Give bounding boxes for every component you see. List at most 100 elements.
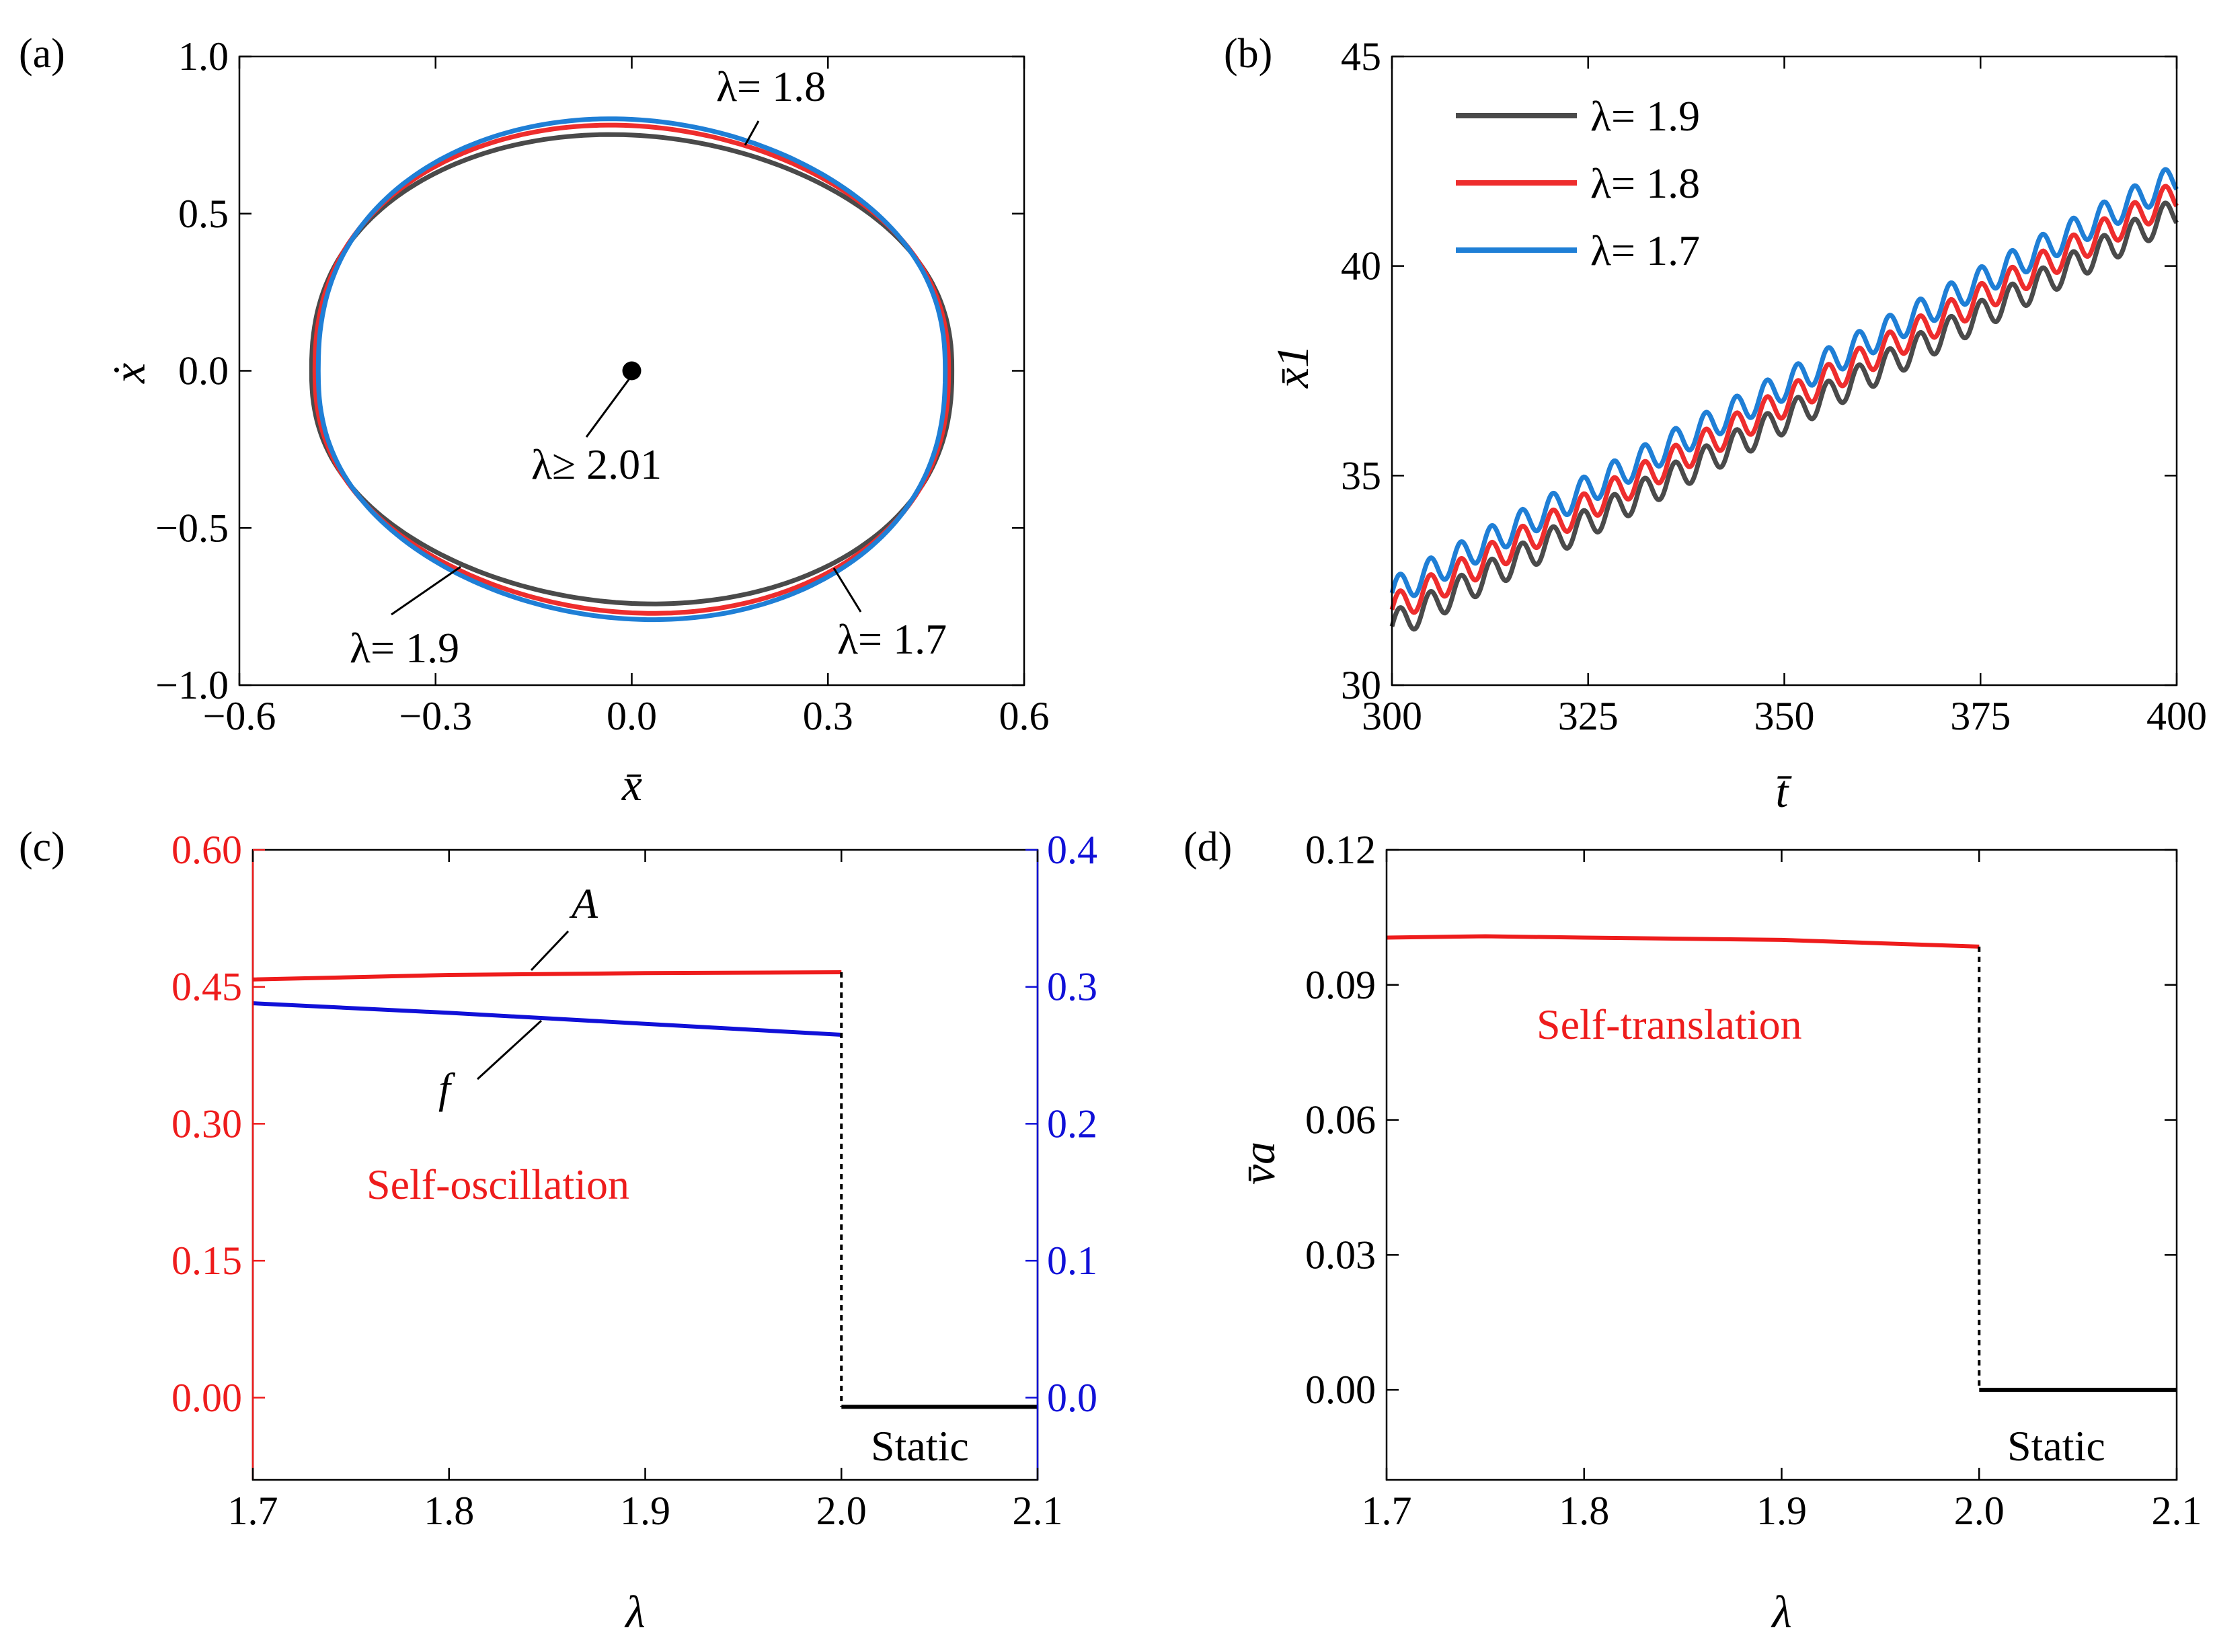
x-tick-label: 375 [1950,694,2011,738]
panel-a-ylabel: ẋ [104,363,155,384]
annot-c-A: A [569,879,598,927]
y-tick-label: 0.00 [171,1376,242,1420]
y2-tick-label: 0.2 [1047,1101,1097,1146]
y-tick-label: 0.30 [171,1101,242,1146]
annot-line-a-1-8 [744,120,760,146]
panel-d-xlabel: λ [1771,1586,1791,1637]
x-tick-label: 2.1 [1013,1489,1063,1533]
panel-c-series [252,970,1038,1409]
y-tick-label: 1.0 [178,34,229,79]
series-line-18 [312,122,952,616]
panel-b-legend: λ= 1.9 λ= 1.8 λ= 1.7 [1456,92,1700,274]
annot-a-lambda-1-7: λ= 1.7 [837,615,947,663]
x-tick-label: 2.0 [816,1489,867,1533]
y-tick-label: 0.12 [1305,828,1376,872]
x-tick-label: 400 [2146,694,2207,738]
series-line [1389,200,2179,632]
x-tick-label: −0.6 [203,694,276,738]
annot-a-lambda-1-8: λ= 1.8 [716,63,826,110]
x-tick-label: 0.0 [607,694,657,738]
panel-c: (c) 1.7 1.8 1.9 2.0 2.1 0.00 0.15 0.30 0.45 0.60… [19,824,1097,1637]
annot-line-a-1-9 [391,565,461,616]
series-line-17 [315,116,948,623]
x-tick-label: −0.3 [399,694,472,738]
panel-b-xticks: 300 325 350 375 400 [1362,56,2207,738]
y2-tick-label: 0.4 [1047,828,1097,872]
panel-a-series [309,116,955,623]
panel-b-ylabel: x̄1 [1267,345,1318,389]
y2-tick-label: 0.0 [1047,1376,1097,1420]
series-line [1389,167,2179,598]
x-tick-label: 1.9 [1756,1489,1807,1533]
y-tick-label: 0.15 [171,1238,242,1283]
x-tick-label: 300 [1362,694,1422,738]
x-tick-label: 1.7 [228,1489,278,1533]
x-tick-label: 1.8 [1559,1489,1609,1533]
panel-c-xlabel: λ [624,1586,645,1637]
y2-tick-label: 0.3 [1047,965,1097,1009]
y-tick-label: 0.06 [1305,1098,1376,1142]
y-tick-label: 45 [1341,34,1381,79]
panel-d-series [1386,934,2177,1392]
annot-line-a-1-7 [832,567,862,613]
y-tick-label: 35 [1341,453,1381,498]
panel-b-label: (b) [1224,31,1272,77]
legend-label: λ= 1.9 [1590,92,1700,140]
panel-b-xlabel: t̄ [1776,766,1793,817]
annot-line-c-A [530,930,570,972]
panel-d: (d) 1.7 1.8 1.9 2.0 2.1 0.00 0.03 0.06 0.09 0.12… [1183,824,2202,1637]
y-tick-label: 0.5 [178,192,229,236]
x-tick-label: 0.3 [803,694,853,738]
annot-c-f: f [438,1064,456,1112]
x-tick-label: 1.7 [1362,1489,1412,1533]
y-tick-label: 0.0 [178,349,229,393]
y-tick-label: 40 [1341,244,1381,288]
y-tick-label: 0.09 [1305,963,1376,1007]
annot-c-self-oscillation: Self-oscillation [366,1161,629,1208]
panel-c-label: (c) [19,824,65,870]
panel-c-xticks: 1.7 1.8 1.9 2.0 2.1 [228,850,1063,1533]
x-tick-label: 1.8 [424,1489,474,1533]
panel-c-yticks: 0.00 0.15 0.30 0.45 0.60 [171,828,265,1420]
y2-tick-label: 0.1 [1047,1238,1097,1283]
x-tick-label: 0.6 [999,694,1050,738]
series-line [1386,934,1980,949]
panel-b: (b) 300 325 350 375 400 30 35 40 45 t̄ x̄1 λ= 1… [1224,31,2207,817]
legend-label: λ= 1.8 [1590,159,1700,207]
panel-d-yticks: 0.00 0.03 0.06 0.09 0.12 [1305,828,2177,1412]
series-line-a [252,970,842,982]
panel-a-xlabel: x̄ [621,759,642,810]
panel-d-ylabel: v̄a [1233,1142,1284,1185]
panel-a: (a) −0.6 −0.3 0.0 0.3 0.6 −1.0−0.50.00.51.0 … [19,31,1050,810]
panel-a-yticks: −1.0 −0.5 0.0 0.5 1.0 [155,34,1024,707]
fixed-point [622,361,642,381]
annot-line-a-2-01 [585,370,637,438]
y-tick-label: −1.0 [155,663,229,707]
annot-d-self-translation: Self-translation [1537,1000,1802,1048]
legend-label: λ= 1.7 [1590,227,1700,274]
panel-a-points [622,361,642,381]
series-line-f [252,1001,842,1037]
x-tick-label: 325 [1558,694,1619,738]
panel-b-yticks: 30 35 40 45 [1341,34,2177,707]
series-line-19 [309,132,955,606]
y-tick-label: −0.5 [155,506,229,550]
annot-a-lambda-1-9: λ= 1.9 [350,624,459,672]
panel-c-y2ticks: 0.0 0.1 0.2 0.3 0.4 [1025,828,1097,1420]
panel-b-frame [1391,55,2178,686]
y-tick-label: 0.60 [171,828,242,872]
y-tick-label: 30 [1341,663,1381,707]
annot-c-static: Static [871,1422,969,1470]
y-tick-label: 0.03 [1305,1232,1376,1277]
panel-a-xticks: −0.6 −0.3 0.0 0.3 0.6 [203,56,1050,738]
annot-d-static: Static [2007,1422,2105,1470]
annot-line-c-f [476,1019,543,1080]
series-line [1389,184,2179,615]
x-tick-label: 350 [1754,694,1815,738]
annot-a-lambda-2-01: λ≥ 2.01 [531,440,662,488]
x-tick-label: 2.1 [2152,1489,2202,1533]
y-tick-label: 0.45 [171,965,242,1009]
y-tick-label: 0.00 [1305,1368,1376,1412]
panel-d-frame [1385,849,2178,1481]
